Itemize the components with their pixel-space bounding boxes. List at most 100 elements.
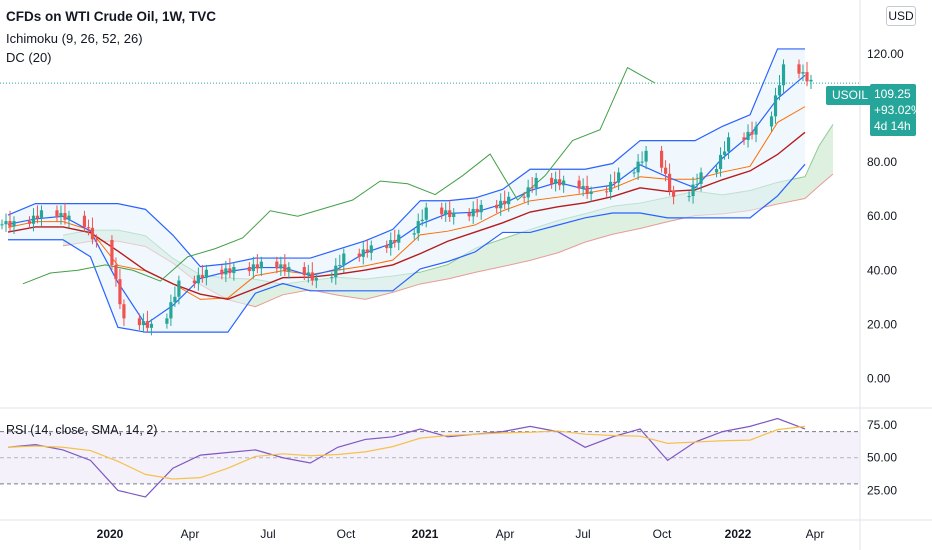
candle-down	[613, 181, 617, 183]
candle-down	[475, 208, 479, 213]
candle-up	[695, 183, 699, 185]
candle-up	[67, 215, 71, 220]
candle-up	[204, 269, 208, 278]
candle-up	[342, 253, 346, 265]
candle-up	[644, 150, 648, 162]
candle-up	[722, 151, 727, 155]
candle-up	[173, 296, 177, 303]
candle-down	[503, 200, 507, 205]
candle-up	[581, 185, 585, 189]
currency-button[interactable]: USD	[886, 6, 916, 26]
candle-up	[499, 200, 503, 209]
candle-up	[773, 95, 778, 117]
candle-up	[397, 234, 401, 243]
candle-up	[609, 181, 613, 193]
candle-up	[389, 240, 393, 249]
donchian-legend[interactable]: DC (20)	[6, 50, 52, 65]
candle-up	[726, 137, 731, 152]
candle-down	[122, 304, 126, 319]
candle-down	[55, 210, 59, 218]
candle-up	[444, 210, 448, 215]
chikou-span	[22, 66, 656, 285]
candle-down	[114, 265, 118, 280]
candle-down	[671, 190, 676, 197]
candle-up	[534, 177, 538, 188]
candle-down	[302, 267, 306, 276]
rsi-line	[7, 417, 806, 498]
candle-up	[781, 64, 786, 86]
candle-up	[562, 180, 566, 186]
candle-up	[361, 249, 365, 257]
indicator-lines	[0, 48, 860, 333]
candle-up	[59, 212, 63, 218]
candle-up	[369, 245, 373, 253]
candle-up	[691, 184, 695, 197]
time-tick-label: Apr	[181, 527, 200, 541]
ichimoku-legend[interactable]: Ichimoku (9, 26, 52, 26)	[6, 31, 143, 46]
candle-down	[365, 249, 369, 253]
price-tick-label: 60.00	[867, 209, 897, 223]
time-tick-label: Oct	[337, 527, 356, 541]
candle-up	[196, 275, 200, 284]
candle-up	[232, 267, 236, 274]
candle-down	[585, 185, 589, 195]
candle-down	[558, 179, 562, 186]
candle-down	[27, 221, 32, 224]
candle-down	[448, 210, 452, 218]
candle-up	[636, 161, 640, 173]
candle-down	[8, 221, 12, 227]
price-change: +93.02%	[874, 103, 922, 117]
candle-down	[35, 215, 40, 219]
rsi-pane	[0, 417, 860, 498]
candle-up	[224, 268, 228, 275]
donchian-upper	[7, 48, 805, 268]
candle-up	[31, 215, 36, 224]
price-tick-label: 20.00	[867, 317, 897, 331]
candle-down	[385, 245, 389, 249]
candle-up	[306, 272, 310, 276]
time-tick-label: Apr	[806, 527, 825, 541]
candle-up	[526, 187, 530, 198]
rsi-tick-label: 25.00	[867, 483, 897, 497]
rsi-legend[interactable]: RSI (14, close, SMA, 14, 2)	[6, 423, 158, 437]
candle-down	[220, 269, 224, 275]
candle-up	[149, 323, 154, 328]
candle-up	[471, 208, 475, 217]
candle-down	[118, 279, 122, 305]
price-tick-label: 80.00	[867, 155, 897, 169]
candle-up	[338, 265, 342, 266]
candle-down	[86, 227, 91, 229]
candle-up	[251, 264, 255, 272]
candle-up	[39, 210, 44, 219]
donchian-fill	[8, 48, 805, 333]
candle-up	[334, 265, 338, 278]
candle-up	[279, 264, 283, 269]
candle-up	[330, 277, 334, 279]
candle-down	[94, 239, 99, 241]
candle-up	[718, 154, 723, 170]
candle-down	[577, 180, 581, 189]
chart-title[interactable]: CFDs on WTI Crude Oil, 1W, TVC	[6, 9, 217, 24]
candle-up	[589, 191, 593, 195]
candle-up	[769, 116, 774, 127]
time-tick-label: 2021	[412, 527, 439, 541]
candle-down	[283, 264, 287, 272]
candle-down	[750, 131, 754, 135]
candle-up	[554, 179, 558, 184]
candle-down	[228, 268, 232, 274]
candle-down	[663, 167, 668, 174]
candles	[0, 59, 813, 336]
candle-down	[467, 212, 471, 217]
donchian-lower	[8, 163, 806, 333]
candle-down	[310, 272, 314, 281]
price-tick-label: 120.00	[867, 47, 904, 61]
candle-down	[659, 150, 664, 168]
candle-up	[801, 72, 805, 74]
candle-up	[617, 172, 621, 183]
candle-down	[550, 177, 554, 184]
candle-down	[247, 267, 251, 272]
candle-up	[259, 261, 263, 269]
candle-down	[255, 264, 259, 269]
candle-down	[805, 72, 809, 82]
